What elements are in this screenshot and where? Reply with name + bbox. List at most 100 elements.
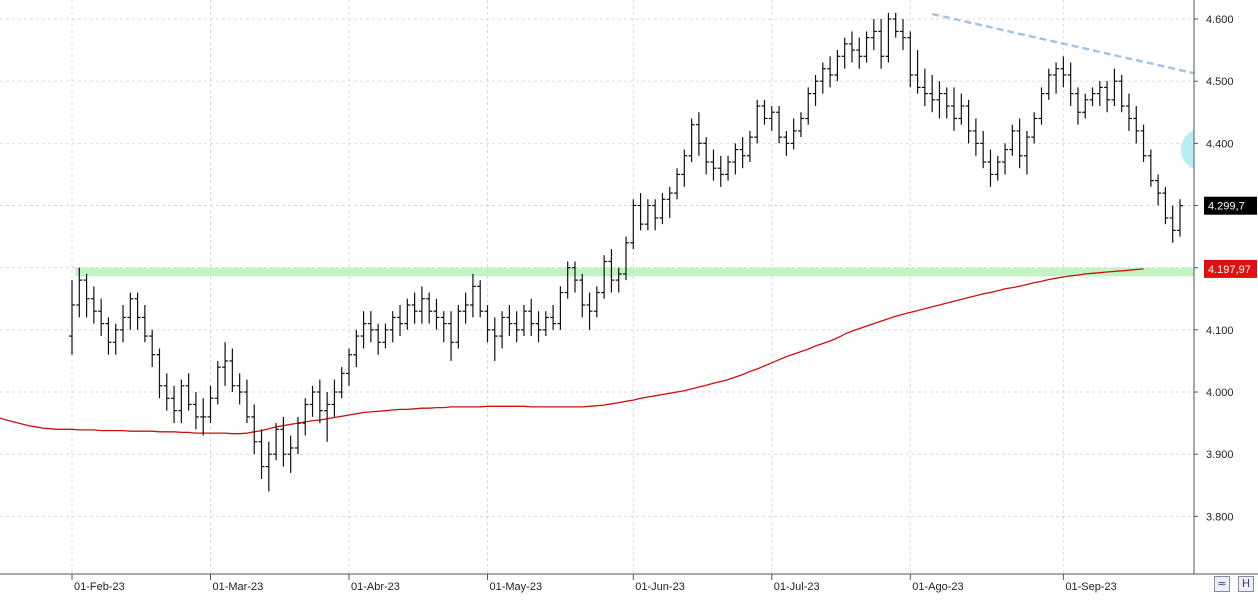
ohlc-bar (557, 286, 564, 330)
ohlc-bar (389, 311, 396, 343)
ohlc-bar (178, 379, 185, 424)
ohlc-bar (236, 373, 243, 405)
ohlc-bar (214, 360, 221, 405)
y-tick-label: 3.900 (1206, 449, 1234, 461)
ohlc-bar (579, 273, 586, 318)
ohlc-bar (681, 149, 688, 187)
ohlc-bar (746, 130, 753, 162)
ohlc-bar (156, 348, 163, 399)
ohlc-bar (69, 280, 75, 355)
ohlc-bar (338, 367, 345, 399)
ohlc-bar (149, 329, 156, 368)
ohlc-bar (367, 311, 374, 343)
ohlc-bar (353, 329, 360, 368)
ohlc-bar (994, 155, 1001, 181)
ohlc-bar (608, 249, 615, 293)
ohlc-bar (1038, 87, 1045, 125)
last-price-tag (1204, 196, 1257, 215)
ohlc-bar (98, 298, 105, 337)
ohlc-bar (834, 50, 841, 82)
ohlc-bar (1177, 199, 1183, 237)
ohlc-bar (251, 404, 258, 455)
y-tick-label: 4.400 (1206, 138, 1234, 150)
ohlc-bar (878, 19, 885, 69)
ohlc-bar (382, 323, 389, 349)
ohlc-bar (331, 379, 338, 417)
ohlc-bar (586, 292, 593, 330)
ohlc-bar (717, 155, 724, 187)
ohlc-bar (1133, 106, 1140, 144)
ohlc-bar (674, 168, 681, 200)
ohlc-bar (943, 87, 950, 119)
ohlc-bar (987, 149, 994, 187)
ohlc-bar (1155, 174, 1162, 206)
ohlc-bar (929, 74, 936, 113)
ohlc-bar (163, 373, 170, 411)
ohlc-bar (90, 286, 97, 324)
ohlc-bar (571, 261, 578, 293)
ohlc-bar (1140, 124, 1147, 162)
ohlc-bar (535, 311, 542, 343)
ohlc-bar (397, 304, 404, 337)
y-axis-panel (1194, 0, 1258, 574)
ohlc-bar (346, 348, 352, 386)
save-icon[interactable]: H (1238, 576, 1254, 592)
ohlc-bar (491, 317, 498, 361)
ohlc-bar (280, 416, 287, 467)
ohlc-bar (207, 385, 214, 424)
ohlc-bar (440, 311, 447, 343)
ohlc-bar (1031, 112, 1038, 144)
ohlc-bar (1125, 93, 1132, 131)
ohlc-bar (513, 311, 520, 343)
ohlc-bar (1096, 81, 1103, 107)
ohlc-bar (76, 267, 83, 318)
ohlc-bar (1147, 149, 1154, 187)
ohlc-bar (703, 137, 710, 175)
ohlc-bar (411, 292, 418, 324)
ohlc-bar (499, 311, 506, 349)
zoom-icon[interactable]: ≈ (1214, 576, 1230, 592)
ohlc-bar (1104, 81, 1111, 113)
x-tick-label: 01-Feb-23 (74, 581, 125, 593)
x-tick-label: 01-Jun-23 (635, 581, 685, 593)
x-tick-label: 01-Ago-23 (912, 581, 963, 593)
ohlc-bar (644, 199, 651, 231)
ohlc-bar (797, 112, 804, 138)
ohlc-bar (819, 62, 826, 94)
moving-average-line (0, 268, 1144, 435)
ohlc-bar (134, 292, 141, 330)
ohlc-bar (273, 423, 280, 461)
ohlc-bar (936, 81, 943, 119)
ohlc-bar (1067, 62, 1074, 107)
ohlc-bar (1082, 93, 1089, 119)
ohlc-bar (520, 304, 527, 337)
ma-value-tag (1204, 259, 1257, 278)
ohlc-bar (951, 87, 958, 131)
ohlc-bar (900, 19, 906, 51)
ohlc-bar (827, 56, 834, 88)
ohlc-bar (120, 304, 127, 343)
ohlc-bar (768, 106, 775, 131)
ohlc-bar (112, 323, 119, 355)
ohlc-bar (462, 292, 469, 324)
ohlc-bar (302, 398, 309, 436)
ohlc-bar (105, 317, 112, 355)
ohlc-bar (725, 155, 732, 181)
x-tick-label: 01-Jul-23 (774, 581, 820, 593)
x-tick-label: 01-Abr-23 (351, 581, 400, 593)
ohlc-bar (1111, 68, 1118, 107)
ohlc-bar (294, 416, 301, 455)
ohlc-bar (1118, 74, 1125, 113)
ohlc-bar (688, 118, 695, 162)
ohlc-bar (630, 199, 637, 250)
ohlc-bar (200, 398, 207, 436)
support-zone (75, 267, 1247, 277)
ohlc-bar (1053, 62, 1060, 94)
ohlc-bar (192, 392, 199, 430)
ohlc-bar (426, 292, 433, 324)
ohlc-bar (637, 193, 644, 231)
ohlc-bar (141, 304, 148, 343)
ohlc-bar (404, 298, 411, 330)
ohlc-bar (710, 149, 717, 181)
